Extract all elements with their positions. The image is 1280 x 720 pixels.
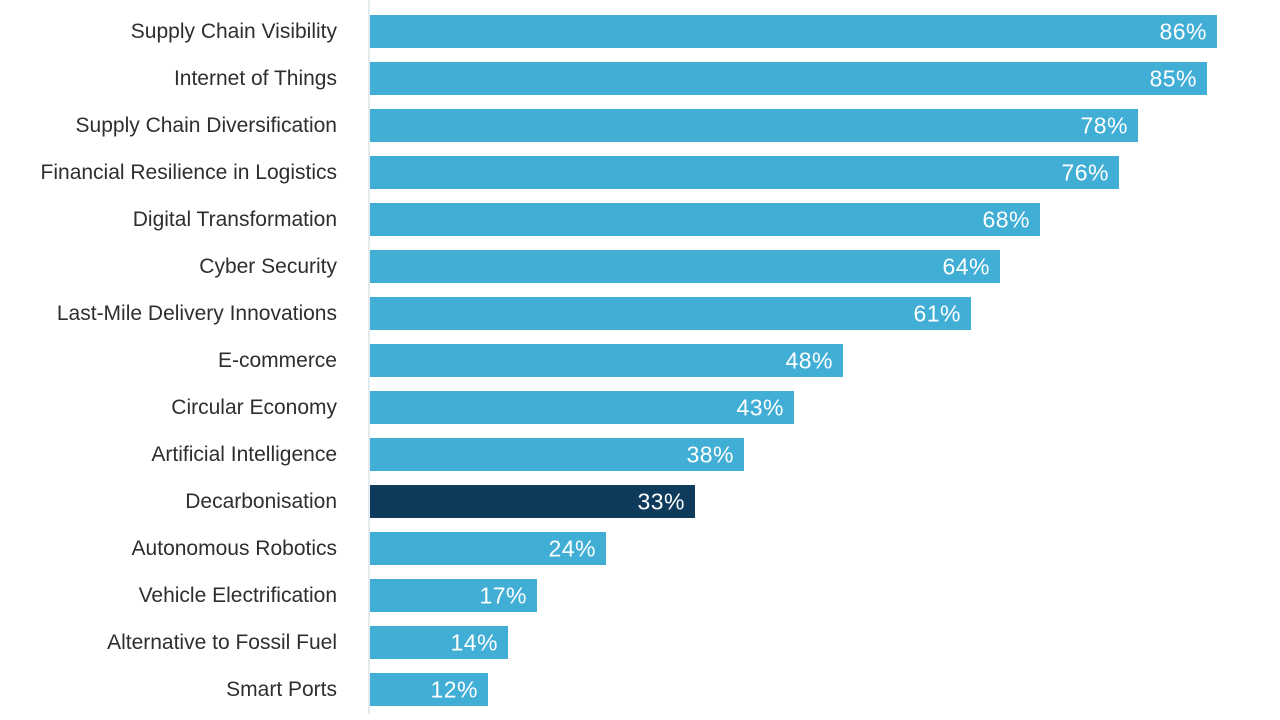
chart-row: Circular Economy 43% [0,384,1280,431]
bar-track: 78% [370,109,1280,142]
value-label: 38% [686,441,734,467]
bar: 76% [370,156,1119,189]
bar-track: 48% [370,344,1280,377]
value-label: 64% [942,253,990,279]
chart-row: Cyber Security 64% [0,243,1280,290]
bar: 48% [370,344,843,377]
value-label: 12% [430,676,478,702]
bar-track: 38% [370,438,1280,471]
value-label: 33% [637,488,685,514]
bar: 61% [370,297,971,330]
bar-track: 86% [370,15,1280,48]
bar-track: 33% [370,485,1280,518]
chart-row: E-commerce 48% [0,337,1280,384]
chart-row: Smart Ports 12% [0,666,1280,713]
bar-track: 68% [370,203,1280,236]
value-label: 68% [982,206,1030,232]
value-label: 76% [1061,159,1109,185]
bar-highlighted: 33% [370,485,695,518]
bar: 24% [370,532,606,565]
chart-row: Financial Resilience in Logistics 76% [0,149,1280,196]
category-label: Supply Chain Diversification [75,113,337,137]
value-label: 61% [913,300,961,326]
value-label: 85% [1149,65,1197,91]
category-label: Decarbonisation [185,489,337,513]
chart-row: Alternative to Fossil Fuel 14% [0,619,1280,666]
bar: 78% [370,109,1138,142]
category-label: Vehicle Electrification [138,583,337,607]
bar: 38% [370,438,744,471]
category-label: Artificial Intelligence [151,442,337,466]
category-label: Circular Economy [171,395,337,419]
bar: 12% [370,673,488,706]
chart-row: Supply Chain Diversification 78% [0,102,1280,149]
value-label: 17% [479,582,527,608]
bar-chart-rows: Supply Chain Visibility 86% Internet of Th… [0,8,1280,713]
bar-track: 12% [370,673,1280,706]
category-label: Financial Resilience in Logistics [40,160,337,184]
category-label: E-commerce [217,348,337,372]
value-label: 24% [548,535,596,561]
value-label: 14% [450,629,498,655]
bar-track: 61% [370,297,1280,330]
bar-track: 14% [370,626,1280,659]
bar-track: 76% [370,156,1280,189]
category-label: Supply Chain Visibility [130,19,337,43]
chart-row: Internet of Things 85% [0,55,1280,102]
y-axis-line [368,0,370,714]
value-label: 86% [1159,18,1207,44]
category-label: Alternative to Fossil Fuel [107,630,337,654]
category-label: Last-Mile Delivery Innovations [56,301,337,325]
bar-track: 85% [370,62,1280,95]
category-label: Digital Transformation [132,207,337,231]
value-label: 48% [785,347,833,373]
bar: 68% [370,203,1040,236]
chart-row: Last-Mile Delivery Innovations 61% [0,290,1280,337]
bar: 14% [370,626,508,659]
value-label: 78% [1080,112,1128,138]
bar: 86% [370,15,1217,48]
chart-row: Decarbonisation 33% [0,478,1280,525]
bar: 17% [370,579,537,612]
chart-row: Digital Transformation 68% [0,196,1280,243]
bar-track: 24% [370,532,1280,565]
bar: 85% [370,62,1207,95]
bar: 43% [370,391,794,424]
category-label: Cyber Security [199,254,337,278]
chart-row: Supply Chain Visibility 86% [0,8,1280,55]
value-label: 43% [736,394,784,420]
category-label: Smart Ports [226,677,337,701]
category-label: Autonomous Robotics [131,536,337,560]
bar-track: 64% [370,250,1280,283]
chart-row: Artificial Intelligence 38% [0,431,1280,478]
category-label: Internet of Things [173,66,337,90]
chart-row: Autonomous Robotics 24% [0,525,1280,572]
chart-row: Vehicle Electrification 17% [0,572,1280,619]
bar-track: 43% [370,391,1280,424]
bar-track: 17% [370,579,1280,612]
bar: 64% [370,250,1000,283]
